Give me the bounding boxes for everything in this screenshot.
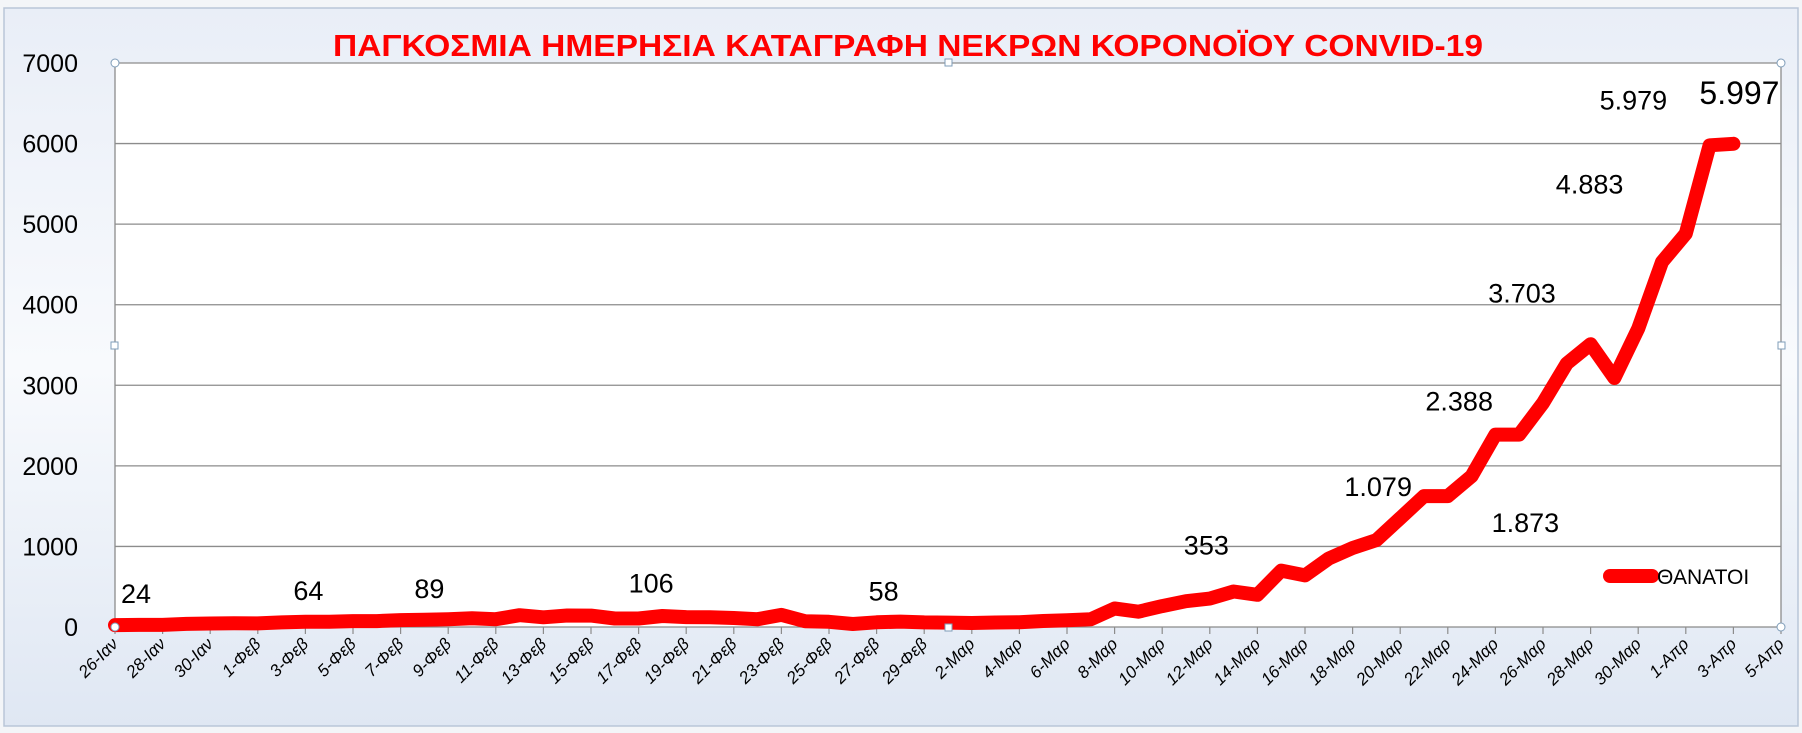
data-labels: 24 64 89 106 58 353 1.079 1.873 2.388 3.703 4.883 5…: [121, 75, 1779, 609]
legend-label: ΘΑΝΑΤΟΙ: [1657, 566, 1749, 589]
data-label: 353: [1184, 531, 1229, 561]
data-label: 5.997: [1699, 75, 1779, 111]
y-tick-label: 2000: [22, 453, 78, 481]
y-tick-label: 3000: [22, 372, 78, 400]
y-axis: 0 1000 2000 3000 4000 5000 6000 7000: [22, 50, 78, 642]
data-label: 89: [414, 574, 444, 604]
data-label: 58: [869, 576, 899, 606]
y-tick-label: 5000: [22, 211, 78, 239]
data-label: 1.079: [1344, 472, 1412, 502]
y-tick-label: 7000: [22, 50, 78, 78]
selection-handles: [110, 58, 1786, 632]
data-label: 106: [629, 568, 674, 598]
data-label: 64: [293, 576, 323, 606]
y-tick-label: 1000: [22, 533, 78, 561]
data-label: 2.388: [1425, 387, 1493, 417]
plot-area: [115, 63, 1781, 627]
y-tick-label: 6000: [22, 131, 78, 159]
chart-title: ΠΑΓΚΟΣΜΙΑ ΗΜΕΡΗΣΙΑ ΚΑΤΑΓΡΑΦΗ ΝΕΚΡΩΝ ΚΟΡΟ…: [333, 28, 1483, 63]
data-label: 4.883: [1556, 170, 1624, 200]
data-label: 5.979: [1600, 85, 1668, 115]
y-tick-label: 4000: [22, 292, 78, 320]
data-label: 1.873: [1492, 508, 1560, 538]
gridlines: [114, 62, 1782, 628]
y-tick-label: 0: [64, 614, 78, 642]
legend: ΘΑΝΑΤΟΙ: [1603, 566, 1749, 589]
data-label: 24: [121, 579, 151, 609]
data-label: 3.703: [1488, 279, 1556, 309]
series-thanatoi: [108, 136, 1741, 633]
